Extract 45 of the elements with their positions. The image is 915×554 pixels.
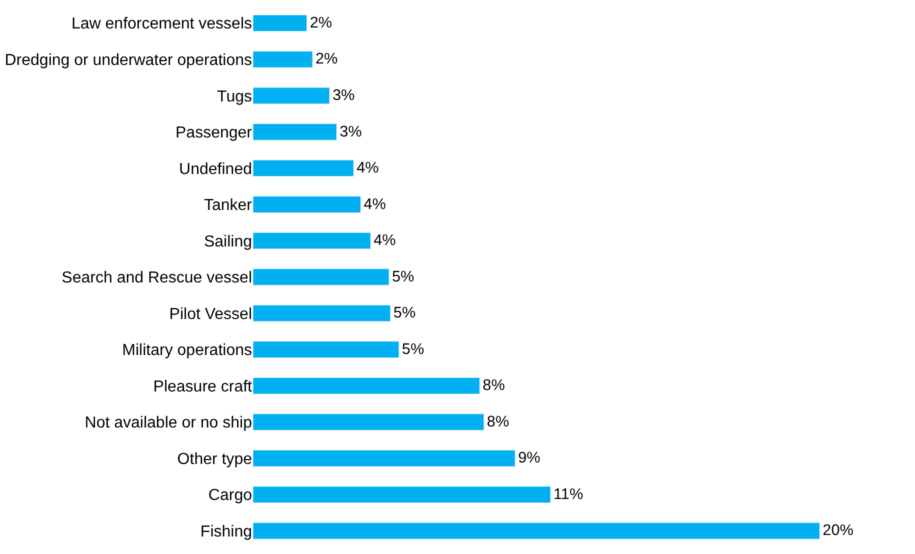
y-tick-label: Pleasure craft [153, 378, 253, 396]
data-label: 4% [374, 232, 396, 250]
y-tick-label: Tanker [204, 197, 253, 214]
bar [253, 196, 361, 213]
data-label: 2% [316, 50, 338, 68]
y-tick-label: Sailing [204, 233, 252, 250]
y-tick-label: Other type [177, 450, 252, 468]
data-label: 4% [364, 196, 386, 213]
y-tick-label: Law enforcement vessels [71, 16, 252, 33]
data-label: 3% [340, 123, 362, 140]
bar [253, 124, 337, 140]
bar [253, 268, 390, 286]
data-label: 4% [356, 160, 380, 177]
y-tick-label: Search and Rescue vessel [62, 270, 252, 287]
bar [253, 522, 820, 540]
y-tick-label: Undefined [179, 160, 252, 178]
y-tick-label: Pilot Vessel [169, 306, 252, 323]
bar [253, 486, 551, 504]
data-label: 2% [310, 14, 332, 32]
bar [253, 232, 371, 250]
y-tick-label: Fishing [200, 523, 252, 540]
y-tick-label: Military operations [122, 342, 252, 360]
data-label: 5% [402, 340, 424, 358]
bar [253, 414, 484, 430]
bar [253, 450, 516, 467]
y-tick-label: Passenger [176, 124, 253, 142]
data-label: 20% [822, 522, 854, 540]
bar [253, 50, 313, 68]
y-tick-label: Not available or no ship [84, 414, 252, 432]
y-tick-label: Dredging or underwater operations [4, 52, 252, 69]
y-tick-label: Cargo [208, 487, 252, 504]
bar [253, 87, 330, 104]
bar [253, 377, 480, 394]
data-label: 11% [554, 486, 584, 503]
bar [253, 341, 400, 358]
data-label: 9% [518, 450, 541, 467]
data-label: 5% [392, 268, 415, 286]
data-label: 3% [332, 86, 356, 104]
data-label: 5% [393, 304, 416, 322]
data-label: 8% [486, 413, 510, 430]
bar [253, 160, 354, 177]
data-label: 8% [482, 377, 506, 394]
y-tick-label: Tugs [217, 88, 252, 106]
bar [253, 304, 391, 322]
bar [253, 14, 308, 32]
